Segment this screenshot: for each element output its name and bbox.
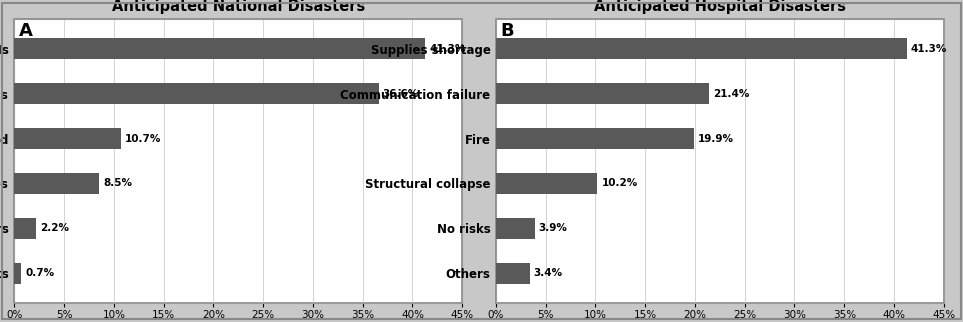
Text: 8.5%: 8.5% <box>103 178 132 188</box>
Bar <box>496 83 709 104</box>
Text: A: A <box>19 22 33 40</box>
Text: B: B <box>501 22 514 40</box>
Text: 2.2%: 2.2% <box>40 223 69 233</box>
Text: 41.3%: 41.3% <box>911 43 948 53</box>
Text: 3.9%: 3.9% <box>538 223 567 233</box>
Bar <box>14 38 426 59</box>
Bar <box>496 263 530 284</box>
Text: 3.4%: 3.4% <box>534 269 563 279</box>
Bar <box>14 173 99 194</box>
Bar <box>496 128 694 149</box>
Text: 21.4%: 21.4% <box>713 89 749 99</box>
Bar <box>14 218 37 239</box>
Title: Anticipated National Disasters: Anticipated National Disasters <box>112 0 365 14</box>
Bar <box>496 38 907 59</box>
Title: Anticipated Hospital Disasters: Anticipated Hospital Disasters <box>594 0 846 14</box>
Bar <box>496 218 534 239</box>
Bar <box>14 263 21 284</box>
Text: 0.7%: 0.7% <box>25 269 55 279</box>
Text: 10.7%: 10.7% <box>125 134 161 144</box>
Text: 10.2%: 10.2% <box>602 178 638 188</box>
Bar <box>496 173 597 194</box>
Bar <box>14 128 121 149</box>
Bar <box>14 83 378 104</box>
Text: 19.9%: 19.9% <box>698 134 734 144</box>
Text: 36.6%: 36.6% <box>382 89 419 99</box>
Text: 41.3%: 41.3% <box>429 43 466 53</box>
